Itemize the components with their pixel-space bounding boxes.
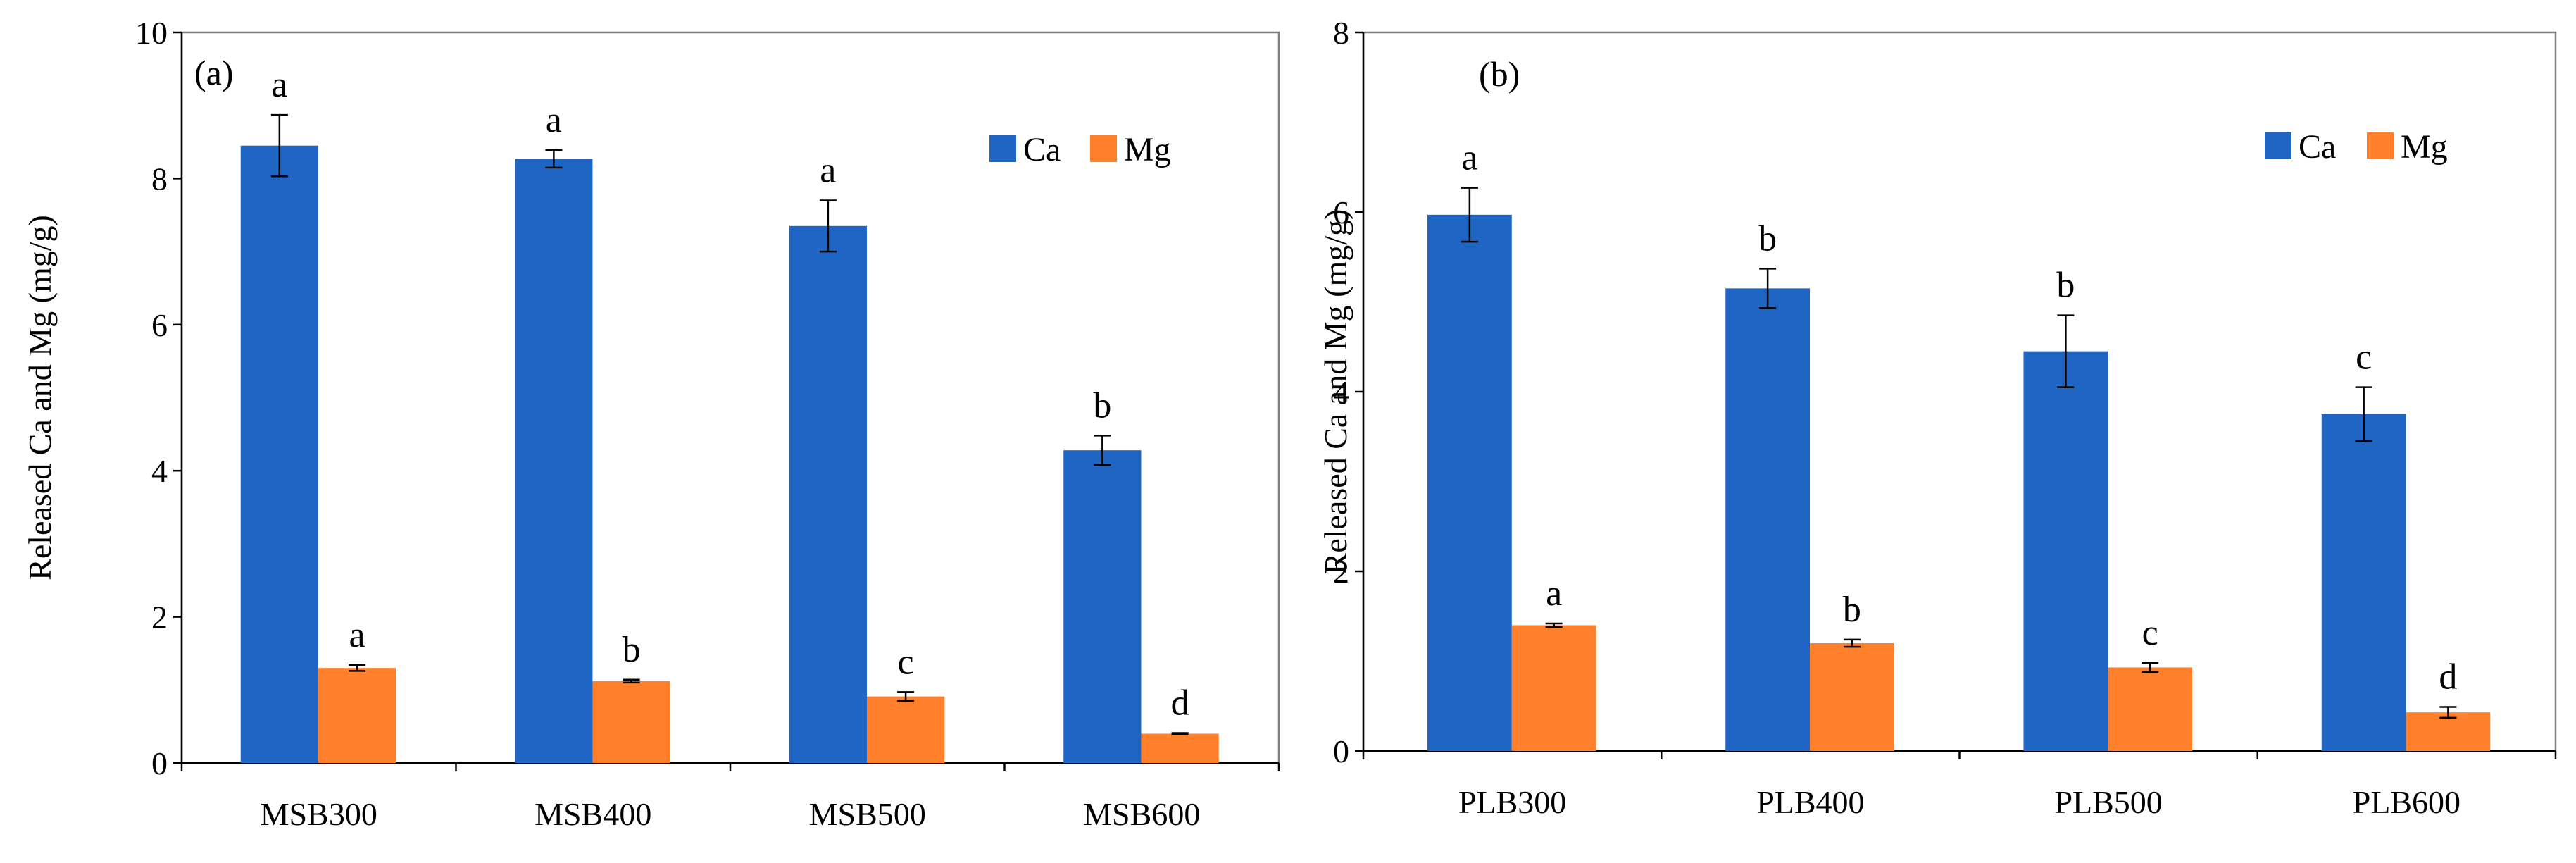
significance-label: c — [2142, 613, 2158, 653]
x-category-label: PLB300 — [1458, 784, 1566, 820]
legend-label-mg: Mg — [1124, 131, 1171, 168]
error-bar — [1461, 187, 1478, 243]
y-axis-label: Released Ca and Mg (mg/g) — [22, 215, 58, 580]
bar-ca — [789, 225, 867, 763]
error-bar — [2355, 386, 2372, 442]
significance-label: d — [1171, 683, 1189, 723]
y-tick-label: 2 — [151, 600, 168, 635]
bar-ca — [1063, 450, 1142, 763]
bar-ca — [2321, 414, 2406, 751]
bar-ca — [515, 159, 593, 763]
significance-label: b — [2056, 266, 2075, 306]
bar-mg — [1511, 625, 1596, 751]
x-category-label: PLB600 — [2353, 784, 2461, 820]
legend: Ca Mg — [2265, 128, 2448, 166]
error-bar — [1171, 732, 1189, 735]
significance-label: b — [623, 630, 641, 670]
y-tick-label: 0 — [1333, 733, 1349, 769]
error-bar — [1545, 622, 1563, 628]
y-tick-label: 6 — [1333, 194, 1349, 230]
bar-ca — [1725, 288, 1811, 751]
bar-mg — [318, 668, 396, 763]
x-category-label: PLB500 — [2054, 784, 2162, 820]
bar-mg — [1810, 643, 1894, 751]
significance-label: a — [1461, 138, 1477, 178]
bar-mg — [2406, 712, 2491, 751]
significance-label: b — [1843, 590, 1861, 630]
x-category-label: MSB600 — [1083, 796, 1200, 832]
y-tick-label: 6 — [151, 307, 168, 343]
y-tick-label: 4 — [1333, 374, 1349, 410]
y-tick-label: 2 — [1333, 554, 1349, 590]
legend-label-ca: Ca — [1023, 131, 1061, 168]
bar-ca — [240, 145, 318, 764]
significance-label: c — [2356, 337, 2372, 378]
significance-label: a — [271, 65, 287, 105]
x-category-label: PLB400 — [1756, 784, 1864, 820]
legend-label-mg: Mg — [2401, 128, 2448, 166]
y-tick-label: 8 — [151, 161, 168, 197]
legend-swatch-ca — [2265, 132, 2291, 159]
x-category-label: MSB400 — [534, 796, 651, 832]
error-bar — [2057, 314, 2075, 388]
chart-panel-a: 0 2 4 6 8 10 Released Ca and Mg (mg/g) MSB300 MS… — [22, 15, 1280, 832]
error-bar — [545, 149, 563, 169]
error-bar — [897, 691, 915, 702]
error-bar — [2439, 706, 2457, 719]
error-bar — [623, 678, 640, 684]
bar-mg — [592, 681, 670, 763]
significance-label: c — [898, 642, 914, 682]
significance-label: b — [1758, 218, 1777, 259]
error-bar — [1843, 638, 1861, 648]
significance-label: a — [1546, 573, 1562, 614]
significance-label: b — [1093, 385, 1111, 426]
significance-label: a — [820, 151, 836, 191]
legend-swatch-mg — [1090, 135, 1117, 162]
significance-label: a — [546, 100, 562, 140]
error-bar — [819, 199, 837, 253]
significance-label: d — [2439, 657, 2457, 697]
y-tick-label: 4 — [151, 453, 168, 489]
error-bar — [349, 664, 366, 672]
bar-ca — [1427, 214, 1512, 751]
x-category-label: MSB300 — [261, 796, 377, 832]
bar-ca — [2023, 351, 2108, 751]
chart-panel-b: 0 2 4 6 8 Released Ca and Mg (mg/g) PLB300 PLB4… — [1318, 15, 2557, 820]
legend: Ca Mg — [989, 131, 1171, 168]
error-bar — [2142, 662, 2159, 673]
significance-label: a — [349, 615, 365, 655]
panel-label: (b) — [1479, 54, 1520, 94]
panel-label: (a) — [194, 53, 234, 92]
bar-mg — [2108, 667, 2193, 751]
y-tick-label: 0 — [151, 745, 168, 781]
y-tick-label: 10 — [135, 15, 168, 51]
bar-mg — [1141, 733, 1219, 763]
error-bar — [270, 113, 288, 178]
legend-label-ca: Ca — [2299, 128, 2336, 166]
error-bar — [1759, 268, 1777, 309]
legend-swatch-mg — [2367, 132, 2394, 159]
error-bar — [1094, 435, 1111, 466]
x-category-label: MSB500 — [809, 796, 926, 832]
bar-mg — [866, 696, 945, 763]
y-axis-label: Released Ca and Mg (mg/g) — [1318, 209, 1353, 575]
y-tick-label: 8 — [1333, 15, 1349, 51]
legend-swatch-ca — [989, 135, 1016, 162]
